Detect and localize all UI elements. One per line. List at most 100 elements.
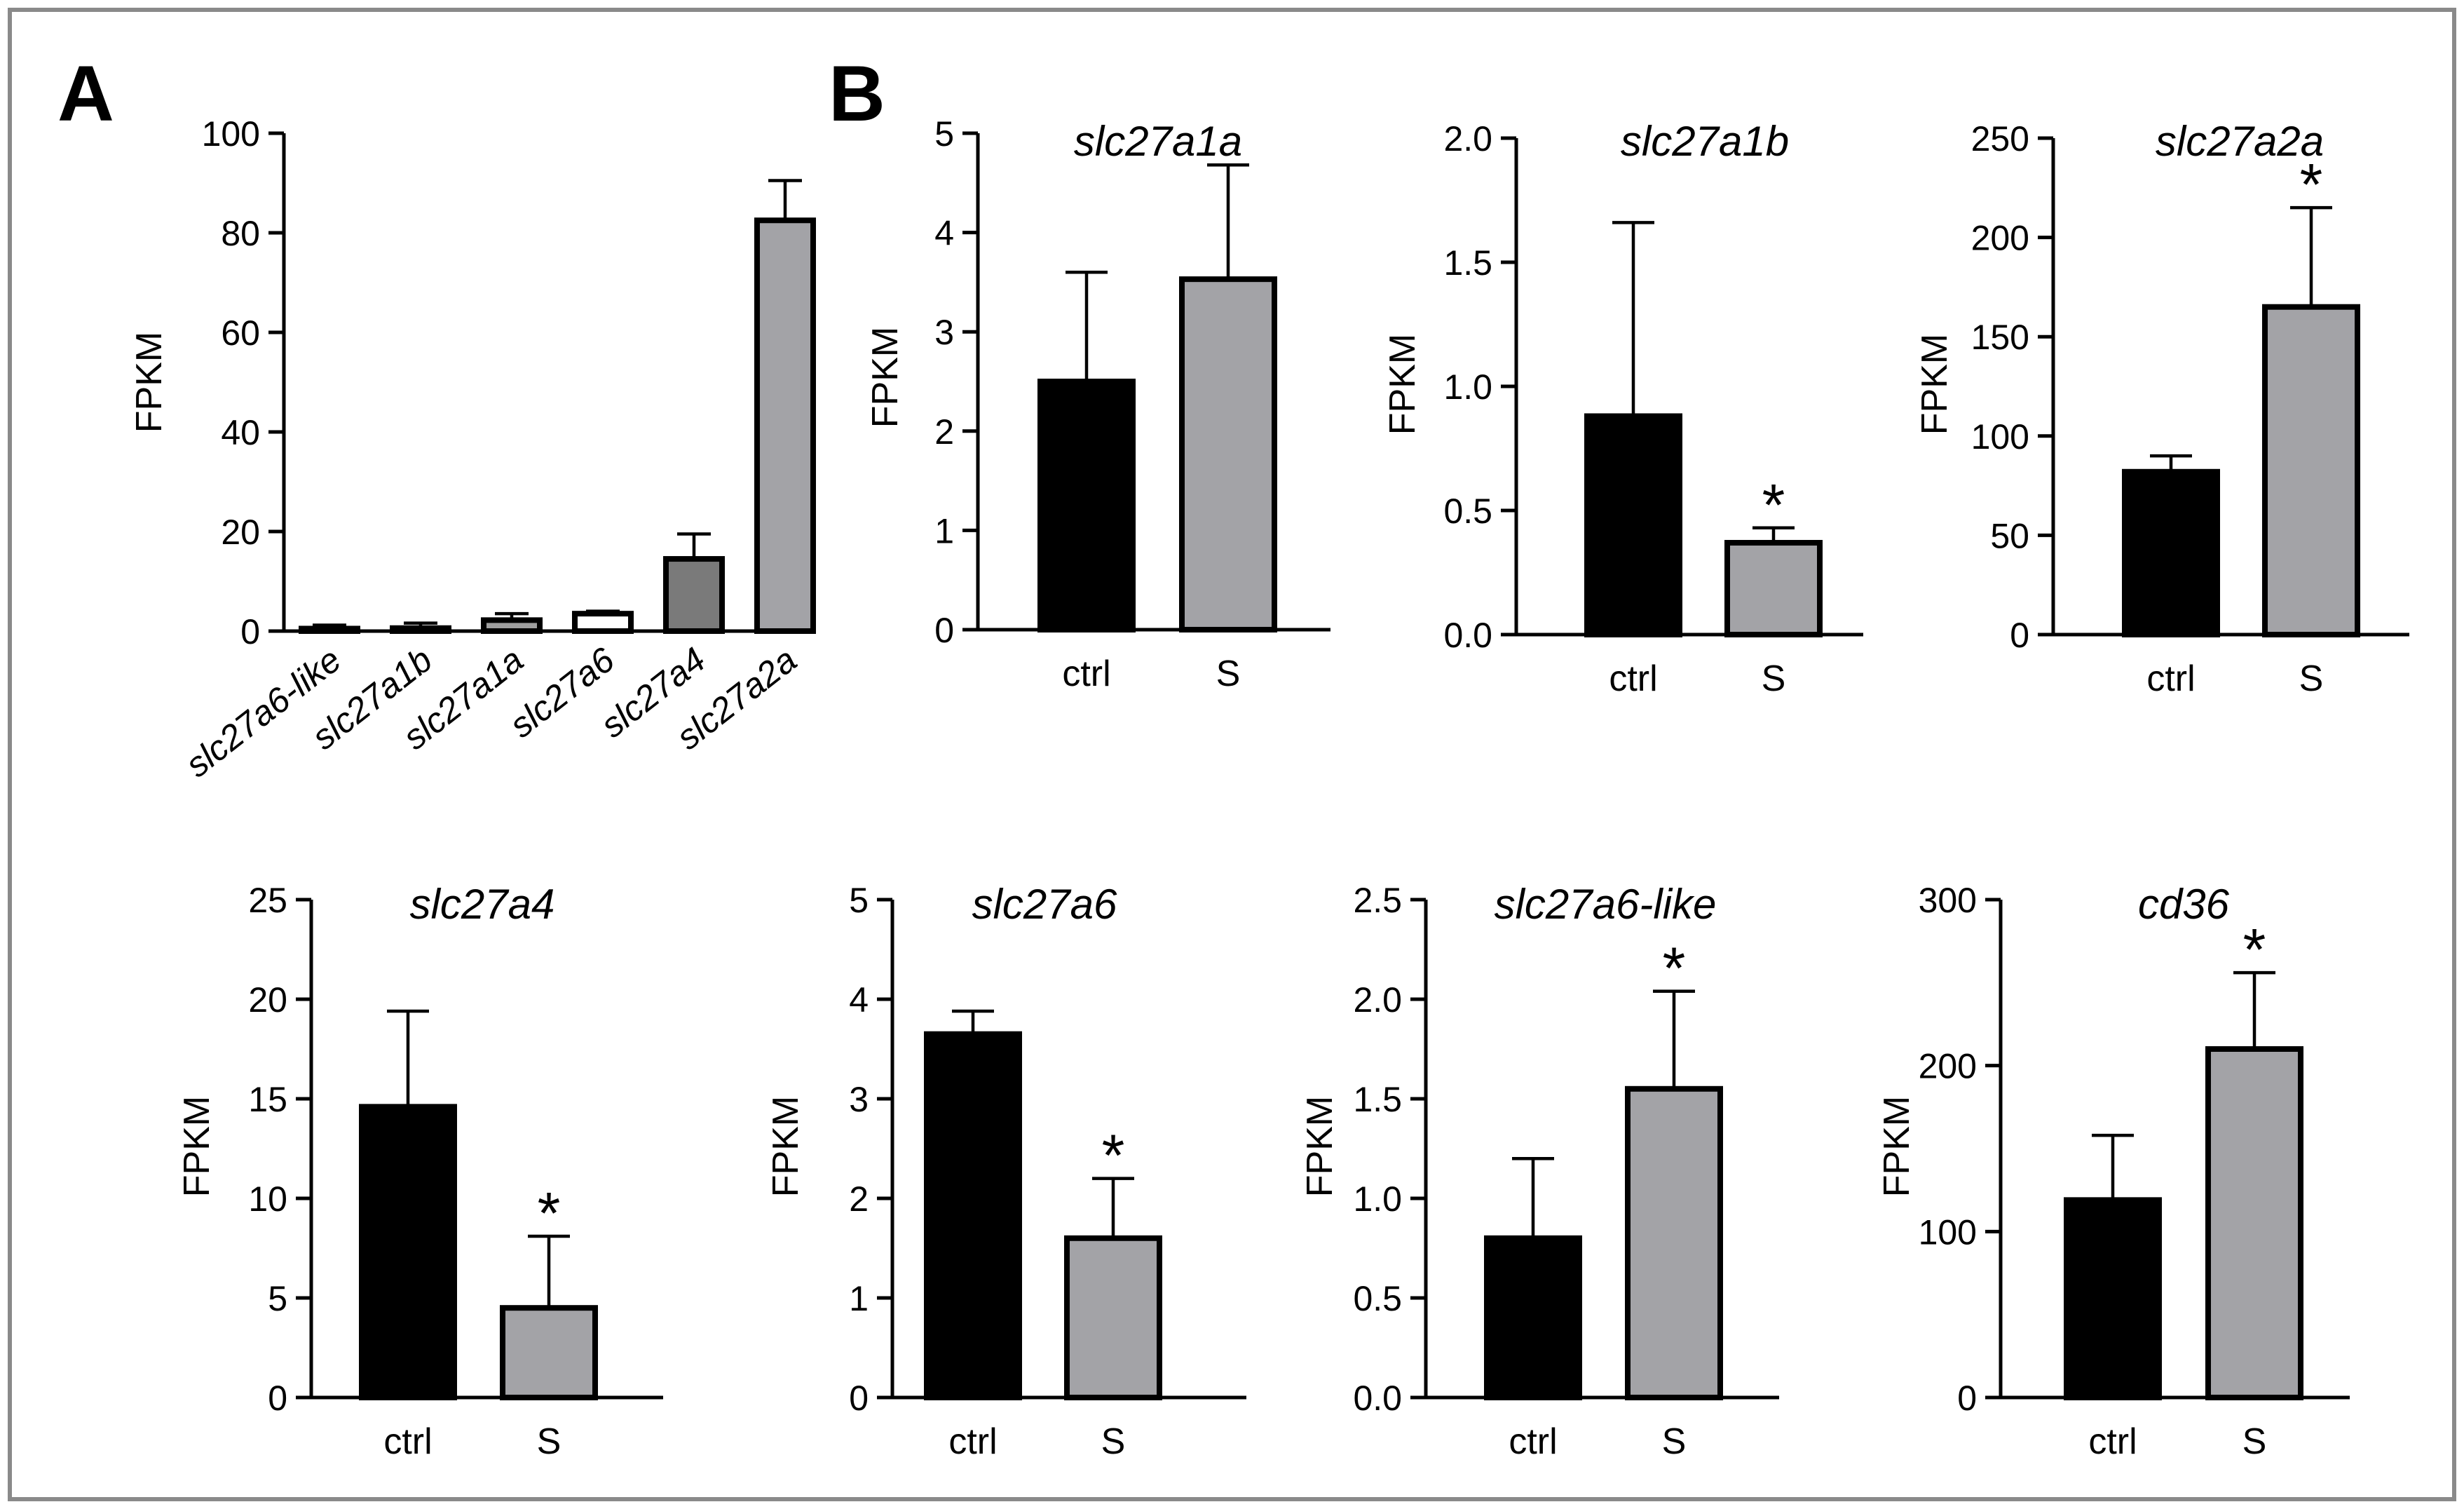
bar-ctrl [2122, 468, 2220, 637]
significance-mark: * [2300, 151, 2323, 217]
category-label: ctrl [2146, 658, 2195, 699]
y-tick-label: 0 [240, 612, 260, 651]
category-label: S [1762, 658, 1786, 699]
y-tick-label: 100 [1919, 1212, 1977, 1252]
y-tick-label: 0.5 [1443, 492, 1492, 531]
y-tick-label: 2.0 [1443, 119, 1492, 158]
y-axis-title: FPKM [177, 1096, 217, 1197]
bar-ctrl [1484, 1235, 1582, 1401]
category-label: S [1216, 654, 1241, 694]
y-tick-label: 20 [248, 980, 287, 1020]
bar-slc27a4 [663, 556, 725, 634]
chart-cd36: 0 100 200 300 FPKM cd36 ctrl * S [1877, 881, 2350, 1462]
chart-slc27a6-like: 0.0 0.5 1.0 1.5 2.0 2.5 FPKM slc27a6-like ctrl * S [1300, 881, 1779, 1462]
y-tick-label: 60 [221, 313, 260, 353]
category-label: S [1101, 1421, 1126, 1462]
significance-mark: * [1102, 1123, 1125, 1189]
y-tick-label: 50 [1990, 516, 2029, 555]
bar-s [2262, 304, 2360, 637]
category-label: ctrl [2088, 1421, 2137, 1462]
y-tick-label: 3 [849, 1080, 869, 1119]
y-tick-label: 0 [934, 611, 954, 650]
y-tick-label: 250 [1971, 119, 2029, 158]
y-tick-label: 300 [1919, 881, 1977, 920]
chart-slc27a1b: 0.0 0.5 1.0 1.5 2.0 FPKM slc27a1b ctrl * S [1382, 118, 1863, 699]
y-tick-label: 4 [934, 214, 954, 253]
y-tick-label: 0 [268, 1379, 287, 1418]
y-tick-label: 4 [849, 980, 869, 1020]
y-tick-label: 10 [248, 1179, 287, 1219]
y-axis-title: FPKM [865, 327, 906, 428]
chart-title: slc27a6-like [1495, 881, 1717, 928]
category-label: S [537, 1421, 561, 1462]
bar-ctrl [1584, 413, 1682, 637]
y-axis-title: FPKM [129, 332, 170, 433]
bar-slc27a1a [481, 617, 543, 635]
bar-s [2205, 1046, 2303, 1400]
chart-title: slc27a6 [972, 881, 1117, 928]
y-axis-title: FPKM [1877, 1096, 1917, 1197]
y-tick-label: 0.0 [1353, 1379, 1402, 1418]
y-tick-label: 1.0 [1443, 367, 1492, 407]
y-tick-label: 200 [1919, 1047, 1977, 1086]
significance-mark: * [1663, 935, 1686, 1001]
y-tick-label: 15 [248, 1080, 287, 1119]
chart-slc27a1a: 0 1 2 3 4 5 FPKM slc27a1a ctrl S [865, 114, 1330, 694]
bar-slc27a2a [754, 217, 816, 634]
significance-mark: * [538, 1180, 561, 1246]
y-tick-label: 200 [1971, 219, 2029, 258]
y-tick-label: 5 [849, 881, 869, 920]
y-tick-label: 25 [248, 881, 287, 920]
y-tick-label: 0 [1957, 1379, 1977, 1418]
y-tick-label: 2 [849, 1179, 869, 1219]
category-label: S [1662, 1421, 1687, 1462]
y-tick-label: 0 [2010, 616, 2029, 655]
y-tick-label: 80 [221, 214, 260, 253]
category-label: ctrl [948, 1421, 997, 1462]
category-label: ctrl [1509, 1421, 1557, 1462]
bar-s [1625, 1085, 1723, 1401]
bar-s [1179, 276, 1277, 632]
bar-slc27a6 [572, 611, 634, 635]
bar-slc27a6-like [299, 625, 360, 635]
y-tick-label: 3 [934, 313, 954, 352]
y-tick-label: 150 [1971, 318, 2029, 357]
bar-s [1724, 540, 1823, 638]
bar-ctrl [359, 1104, 457, 1400]
y-tick-label: 0.5 [1353, 1279, 1402, 1318]
chart-title: slc27a1a [1074, 118, 1242, 165]
y-tick-label: 5 [268, 1279, 287, 1318]
y-axis-title: FPKM [1914, 334, 1955, 435]
y-tick-label: 0.0 [1443, 616, 1492, 655]
y-tick-label: 100 [202, 114, 260, 154]
chart-title: slc27a2a [2156, 118, 2324, 165]
y-tick-label: 2 [934, 412, 954, 452]
chart-slc27a4: 0 5 10 15 20 25 FPKM slc27a4 ctrl * S [177, 881, 663, 1462]
panel-label-a: A [57, 50, 114, 137]
y-tick-label: 20 [221, 513, 260, 552]
y-axis-title: FPKM [1382, 334, 1423, 435]
y-tick-label: 0 [849, 1379, 869, 1418]
y-tick-label: 1.5 [1443, 243, 1492, 283]
significance-mark: * [1762, 472, 1785, 538]
chart-title: cd36 [2138, 881, 2230, 928]
y-tick-label: 1 [934, 511, 954, 550]
y-tick-label: 2.0 [1353, 980, 1402, 1020]
category-label: S [2242, 1421, 2267, 1462]
y-axis-title: FPKM [765, 1096, 806, 1197]
chart-title: slc27a4 [410, 881, 555, 928]
bar-ctrl [924, 1031, 1022, 1400]
bar-ctrl [2064, 1197, 2162, 1401]
category-label: ctrl [1062, 654, 1110, 694]
y-tick-label: 5 [934, 114, 954, 154]
chart-slc27a6: 0 1 2 3 4 5 FPKM slc27a6 ctrl * S [765, 881, 1246, 1462]
category-label: S [2299, 658, 2324, 699]
chart-title: slc27a1b [1621, 118, 1789, 165]
y-tick-label: 100 [1971, 417, 2029, 456]
y-tick-label: 1.5 [1353, 1080, 1402, 1119]
category-label: ctrl [1609, 658, 1657, 699]
bar-s [500, 1305, 598, 1400]
significance-mark: * [2243, 916, 2266, 982]
y-tick-label: 2.5 [1353, 881, 1402, 920]
